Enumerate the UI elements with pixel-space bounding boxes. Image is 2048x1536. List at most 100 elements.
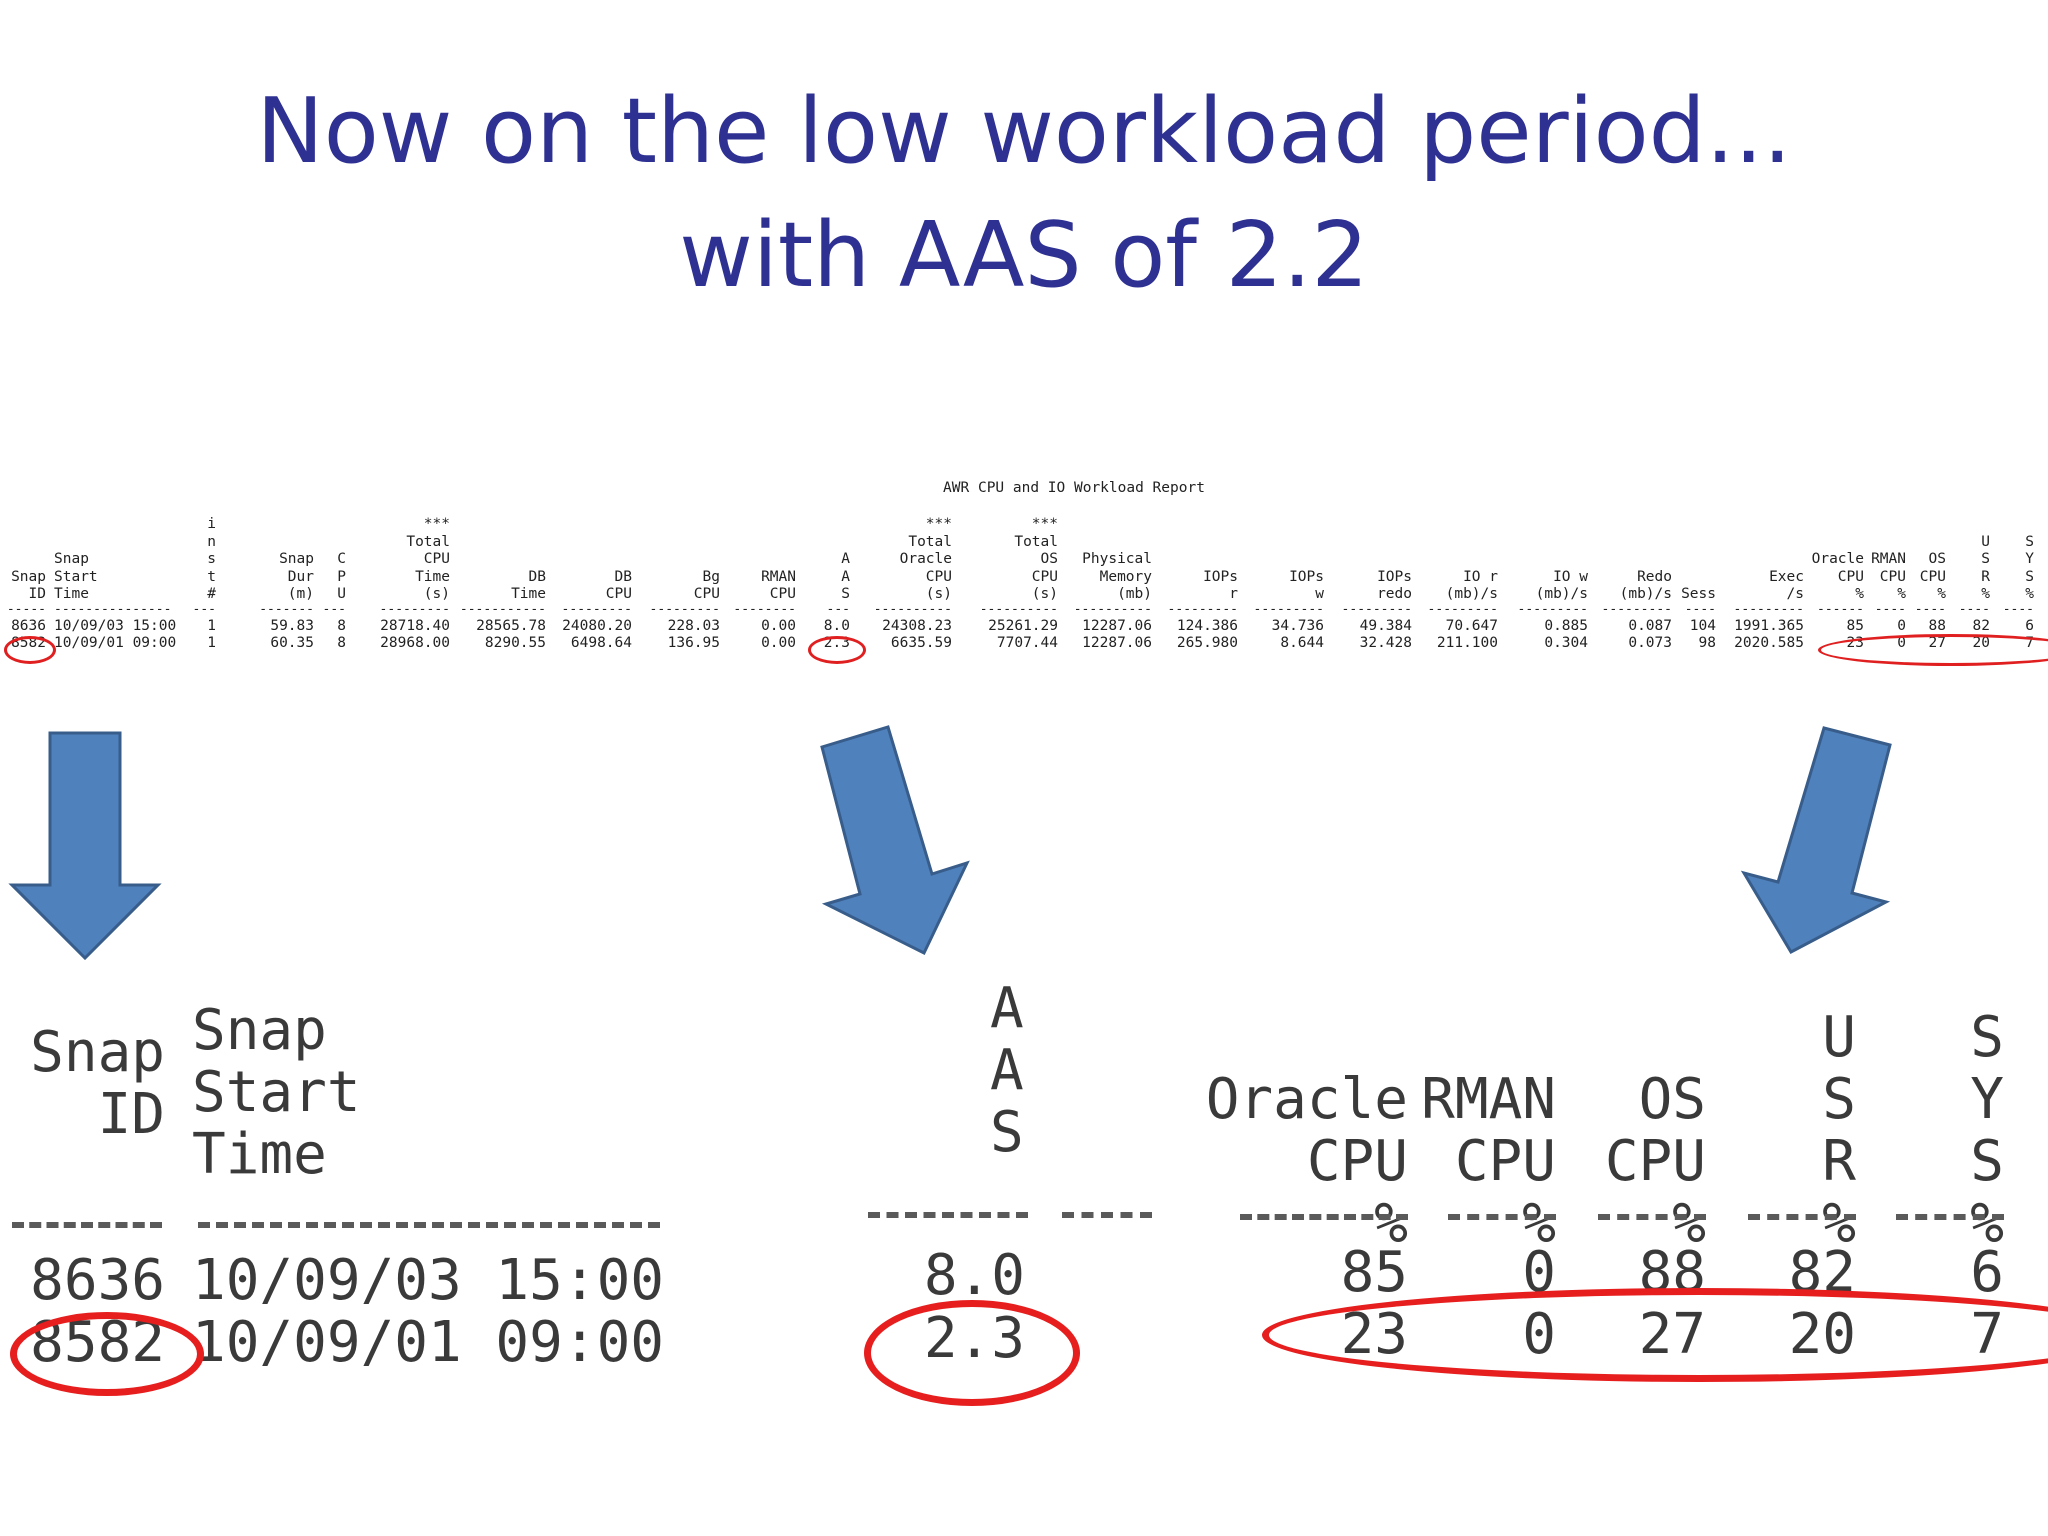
report-col-header: Snap Dur (m) [279,551,314,602]
slide-title: Now on the low workload period... with A… [0,70,2048,318]
report-cell: 124.386 [1176,617,1238,634]
report-col-header: IO w (mb)/s [1535,568,1588,603]
report-col-header: IOPs redo [1377,568,1412,603]
report-col-divider: --- [192,601,216,617]
report-cell: 8 [337,634,346,651]
report-cell: 98 [1698,634,1716,651]
report-col-divider: ---- [1958,601,1990,617]
zoom-right-divider [1448,1214,1556,1220]
report-col-oracle-cpu-pct: Oracle CPU % ------ 85 23 [1812,516,1864,652]
zoom-right-divider [1598,1214,1706,1220]
report-col-exec: Exec /s --------- 1991.365 2020.585 [1734,516,1804,652]
zoom-cpu-header: RMAN CPU % [1421,1067,1556,1256]
report-cell: 85 [1846,617,1864,634]
report-col-divider: --------- [1167,601,1238,617]
highlight-snap-id [10,1312,204,1396]
report-col-iops-redo: IOPs redo --------- 49.384 32.428 [1342,516,1412,652]
zoom-right-divider [1896,1214,2004,1220]
report-col-divider: ----------- [459,601,546,617]
report-cell: 0.087 [1628,617,1672,634]
report-col-header: DB CPU [605,568,632,603]
report-cell: 211.100 [1436,634,1498,651]
report-col-io-w: IO w (mb)/s --------- 0.885 0.304 [1518,516,1588,652]
report-col-total-oracle-cpu: *** Total Oracle CPU (s) ---------- 24308.… [874,516,952,652]
report-col-header: C P U [337,551,346,602]
report-col-header: IO r (mb)/s [1445,568,1498,603]
report-cell: 265.980 [1176,634,1238,651]
report-col-snap-start: Snap Start Time --------------- 10/09/03 1… [54,516,176,652]
zoom-aas-header: A A S [990,976,1024,1165]
report-cell: 0.00 [761,617,796,634]
report-col-header: IOPs r [1203,568,1238,603]
report-cell: 0.304 [1544,634,1588,651]
report-col-cpu: C P U --- 8 8 [323,516,346,652]
report-col-iops-r: IOPs r --------- 124.386 265.980 [1168,516,1238,652]
report-cell: 0.00 [761,634,796,651]
arrow-down-icon [820,725,970,956]
report-col-header: IOPs w [1289,568,1324,603]
report-cell: 28968.00 [380,634,450,651]
report-col-header: *** Total Oracle CPU (s) [899,516,952,602]
slide-title-line-2: with AAS of 2.2 [679,203,1369,308]
report-col-divider: ---- [2002,601,2034,617]
report-col-header: Bg CPU [693,568,720,603]
report-cell: 1991.365 [1734,617,1804,634]
report-col-db-time: DB Time ----------- 28565.78 8290.55 [460,516,546,652]
report-cell: 10/09/01 09:00 [54,634,177,651]
report-cell: 8636 [11,617,46,634]
report-col-physical-memory: Physical Memory (mb) ---------- 12287.06 12… [1074,516,1152,652]
report-cell: 70.647 [1445,617,1498,634]
report-col-header: *** Total OS CPU (s) [1014,516,1058,602]
report-cell: 7707.44 [996,634,1058,651]
report-col-divider: --------- [1341,601,1412,617]
report-col-header: OS CPU % [1919,551,1946,602]
report-col-divider: --------------- [54,601,172,617]
report-col-divider: ----- [6,601,46,617]
report-cell: 0.885 [1544,617,1588,634]
report-col-os-cpu-pct: OS CPU % ---- 88 27 [1915,516,1946,652]
zoom-cpu-cell: 85 [1340,1240,1408,1305]
awr-report: AWR CPU and IO Workload Report Snap ID --… [0,480,2048,666]
report-cell: 8.0 [823,617,850,634]
report-col-header: U S R % [1981,533,1990,603]
report-cell: 82 [1972,617,1990,634]
report-cell: 12287.06 [1082,617,1152,634]
zoom-aas-row-1: 8.0 [923,1243,1025,1308]
report-cell: 60.35 [270,634,314,651]
report-col-header: Physical Memory (mb) [1082,551,1152,602]
report-col-header: Snap Start Time [54,551,98,602]
report-cell: 10/09/03 15:00 [54,617,177,634]
report-col-divider: ---- [1684,601,1716,617]
report-cell: 88 [1928,617,1946,634]
report-col-sess: Sess ---- 104 98 [1681,516,1716,652]
report-col-divider: ---------- [1073,601,1152,617]
report-col-divider: --------- [561,601,632,617]
zoom-snap-start-row-2: 10/09/01 09:00 [192,1310,665,1375]
report-col-header: Exec /s [1769,568,1804,603]
report-col-db-cpu: DB CPU --------- 24080.20 6498.64 [562,516,632,652]
highlight-cpu-pct [1262,1288,2048,1382]
report-cell: 25261.29 [988,617,1058,634]
report-col-header: *** Total CPU Time (s) [406,516,450,602]
report-col-header: RMAN CPU % [1871,551,1906,602]
zoom-snap-id-header: Snap ID [30,1020,165,1147]
report-cell: 136.95 [667,634,720,651]
report-cell: 8290.55 [484,634,546,651]
report-cell: 6635.59 [890,634,952,651]
report-cell: 6 [2025,617,2034,634]
report-cell: 1 [207,617,216,634]
report-col-iops-w: IOPs w --------- 34.736 8.644 [1254,516,1324,652]
report-col-divider: ---- [1874,601,1906,617]
zoom-snap-id-row-1: 8636 [30,1248,165,1313]
report-cell: 104 [1689,617,1716,634]
zoom-left-divider [198,1222,660,1228]
report-cell: 2020.585 [1734,634,1804,651]
report-col-snap-dur: Snap Dur (m) ------- 59.83 60.35 [259,516,314,652]
report-col-divider: --- [826,601,850,617]
report-cell: 28718.40 [380,617,450,634]
zoom-mid-divider [1062,1212,1152,1218]
zoom-cpu-cell: 6 [1970,1240,2004,1305]
report-col-divider: ---------- [873,601,952,617]
report-col-header: i n s t # [207,516,216,602]
report-col-rman-cpu: RMAN CPU -------- 0.00 0.00 [733,516,796,652]
